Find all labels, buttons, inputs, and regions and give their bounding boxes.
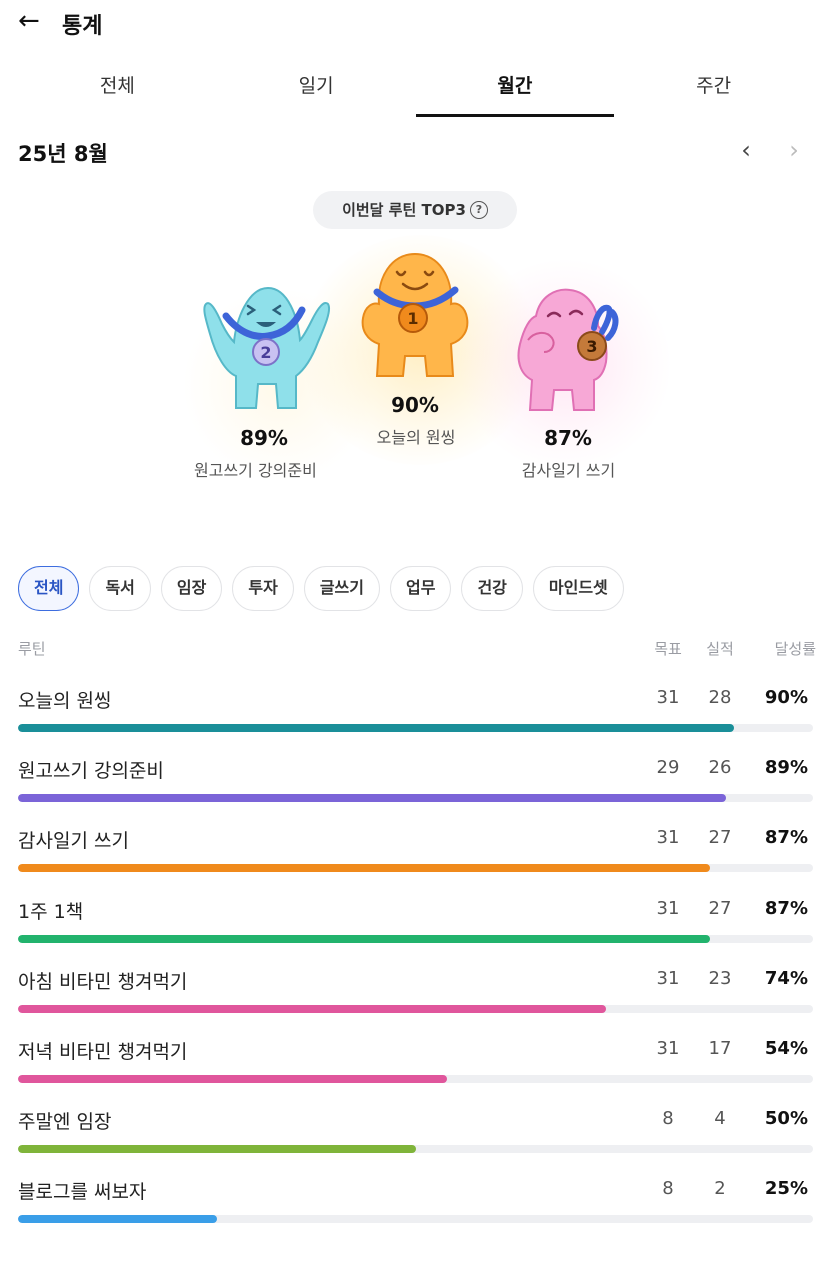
first-place-percent: 90% [391,393,439,417]
chip-site-visit[interactable]: 임장 [160,566,223,611]
routine-rate: 90% [764,687,808,708]
routine-goal: 31 [656,1037,680,1059]
third-place-character-icon: 3 [517,288,619,411]
third-place-name: 감사일기 쓰기 [521,461,616,480]
progress-fill [18,794,726,803]
routine-rate: 87% [764,897,808,919]
tab-all[interactable]: 전체 [99,75,135,97]
tab-monthly[interactable]: 월간 [415,62,615,118]
progress-track [18,724,813,732]
progress-track [18,864,813,873]
routine-name: 아침 비타민 챙겨먹기 [18,970,188,993]
header-goal: 목표 [654,640,682,658]
routine-list: 오늘의 원씽 31 28 90% 원고쓰기 강의준비 29 26 89% 감사일… [18,682,813,1244]
header-rate: 달성률 [774,640,816,658]
routine-row[interactable]: 원고쓰기 강의준비 29 26 89% [18,752,813,822]
progress-fill [18,1215,217,1224]
progress-track [18,1004,813,1013]
routine-name: 감사일기 쓰기 [18,830,129,853]
routine-goal: 8 [662,1178,674,1200]
routine-actual: 17 [708,1037,732,1059]
routine-name: 저녁 비타민 챙겨먹기 [18,1040,188,1063]
rank-1-label: 1 [407,309,418,328]
routine-name: 주말엔 임장 [18,1111,112,1134]
month-label: 25년 8월 [18,142,108,166]
next-month-chevron-icon[interactable]: › [789,136,799,164]
routine-name: 1주 1책 [18,900,84,923]
routine-actual: 27 [708,897,732,919]
progress-fill [18,864,710,873]
routine-row[interactable]: 아침 비타민 챙겨먹기 31 23 74% [18,963,813,1033]
progress-track [18,794,813,803]
chip-writing[interactable]: 글쓰기 [303,566,380,611]
routine-actual: 23 [708,967,732,989]
routine-name: 블로그를 써보자 [18,1181,147,1204]
routine-goal: 31 [656,687,680,708]
routine-actual: 26 [708,757,732,779]
routine-actual: 28 [708,687,732,708]
routine-row[interactable]: 감사일기 쓰기 31 27 87% [18,822,813,892]
chip-mindset[interactable]: 마인드셋 [532,566,624,611]
routine-row[interactable]: 주말엔 임장 8 4 50% [18,1103,813,1173]
routine-rate: 74% [764,967,808,989]
progress-fill [18,1145,416,1154]
second-place-name: 원고쓰기 강의준비 [194,461,317,480]
progress-track [18,1215,813,1224]
progress-track [18,1074,813,1083]
routine-goal: 29 [656,757,680,779]
app-header: ← 통계 [0,0,827,44]
routine-rate: 89% [764,757,808,779]
routine-rate: 25% [764,1178,808,1200]
top3-title: 이번달 루틴 TOP3 [342,201,466,219]
top3-title-pill[interactable]: 이번달 루틴 TOP3? [313,191,517,229]
progress-fill [18,934,710,943]
routine-actual: 27 [708,827,732,849]
routine-rate: 87% [764,827,808,849]
rank-3-label: 3 [586,337,597,356]
routine-goal: 8 [662,1108,674,1130]
chip-work[interactable]: 업무 [389,566,452,611]
progress-track [18,934,813,943]
progress-fill [18,724,734,732]
rank-2-label: 2 [260,343,271,362]
chip-health[interactable]: 건강 [461,566,523,611]
back-arrow-icon[interactable]: ← [18,6,40,36]
routine-row[interactable]: 블로그를 써보자 8 2 25% [18,1173,813,1243]
routine-goal: 31 [656,827,680,849]
routine-list-header: 루틴 목표 실적 달성률 [18,636,816,660]
progress-fill [18,1074,448,1083]
chip-all[interactable]: 전체 [18,566,80,611]
progress-track [18,1145,813,1154]
first-place-character-icon: 1 [361,252,469,377]
chip-reading[interactable]: 독서 [89,566,151,611]
category-filter-chips: 전체 독서 임장 투자 글쓰기 업무 건강 마인드셋 [18,566,624,611]
routine-rate: 50% [764,1108,808,1130]
header-actual: 실적 [706,640,734,658]
routine-row[interactable]: 1주 1책 31 27 87% [18,893,813,963]
routine-actual: 4 [714,1108,726,1130]
chip-investment[interactable]: 투자 [232,566,294,611]
routine-name: 오늘의 원씽 [18,690,112,712]
routine-goal: 31 [656,967,680,989]
help-circle-icon[interactable]: ? [469,201,488,219]
routine-name: 원고쓰기 강의준비 [18,760,164,783]
page-title: 통계 [62,14,103,39]
routine-actual: 2 [714,1178,726,1200]
third-place-percent: 87% [544,426,592,450]
second-place-percent: 89% [240,426,288,450]
first-place-name: 오늘의 원씽 [376,428,456,447]
routine-row[interactable]: 저녁 비타민 챙겨먹기 31 17 54% [18,1033,813,1103]
progress-fill [18,1004,607,1013]
tab-diary[interactable]: 일기 [298,75,334,97]
routine-goal: 31 [656,897,680,919]
routine-rate: 54% [764,1037,808,1059]
period-tabs: 전체 일기 월간 주간 [18,62,813,118]
tab-weekly[interactable]: 주간 [696,75,732,97]
second-place-character-icon: 2 [203,286,330,409]
routine-row[interactable]: 오늘의 원씽 31 28 90% [18,682,813,752]
prev-month-chevron-icon[interactable]: ‹ [741,136,751,164]
header-routine: 루틴 [18,640,46,658]
